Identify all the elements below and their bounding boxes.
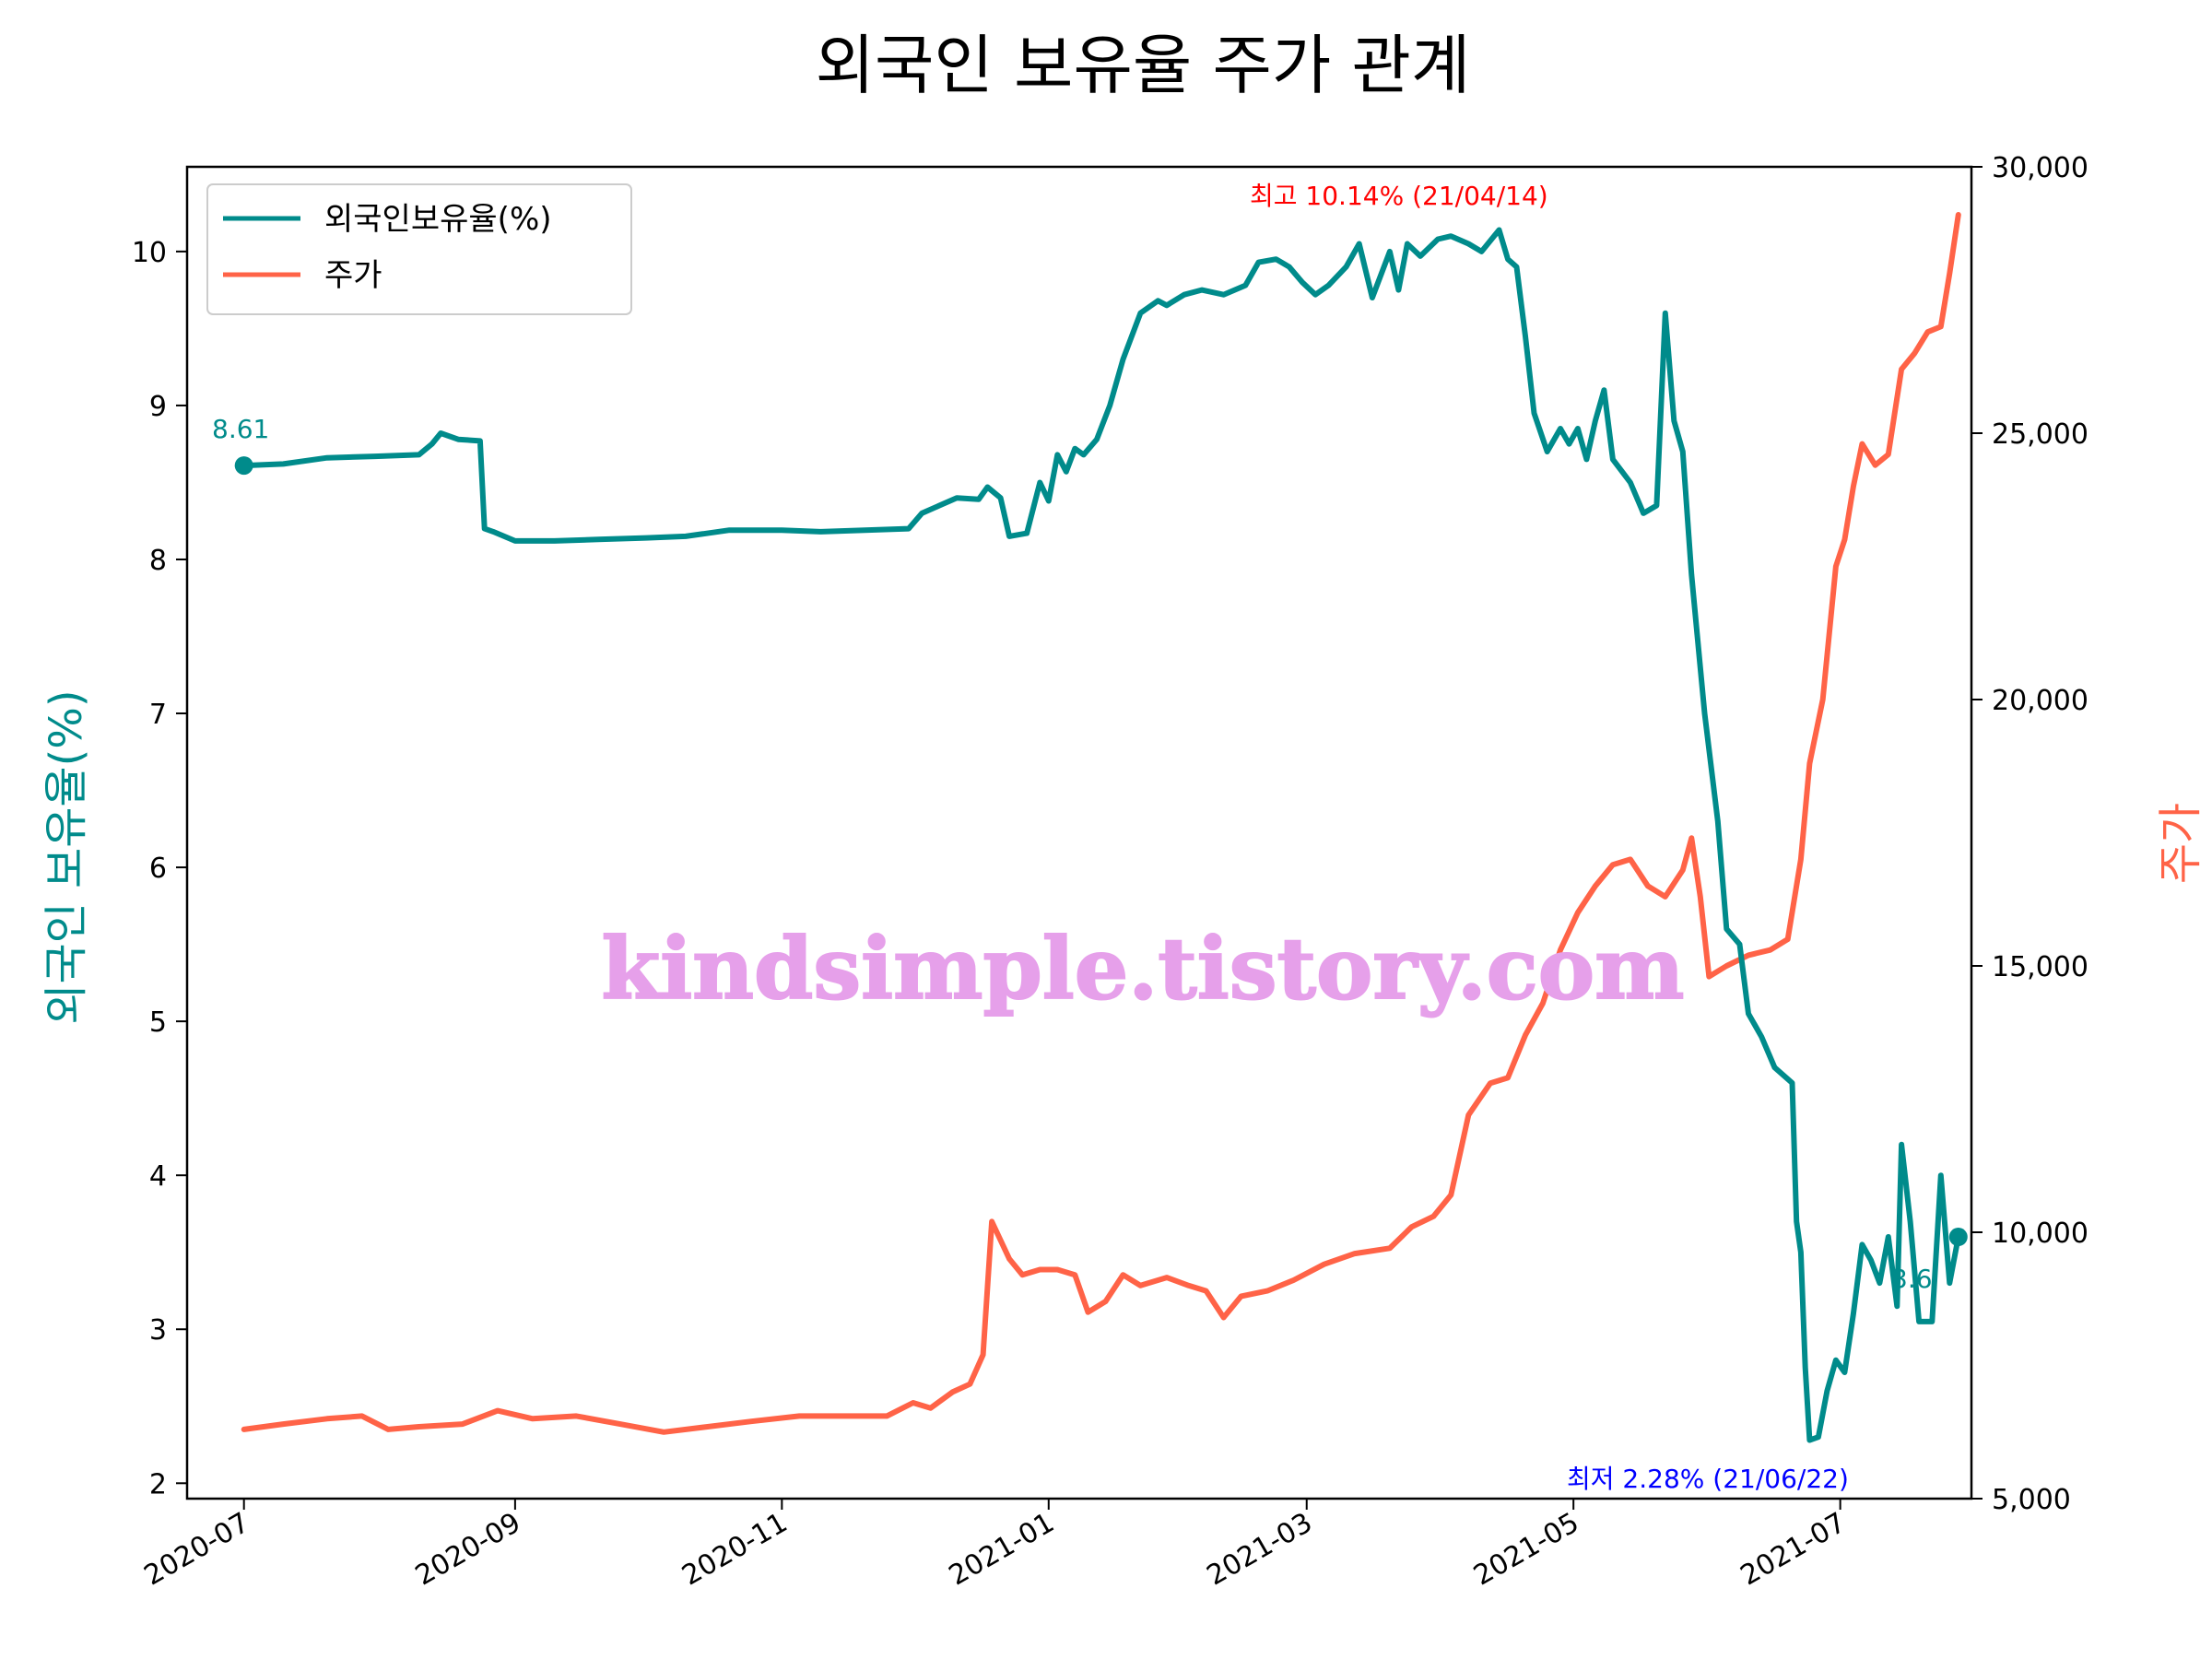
left-tick-label: 4 — [149, 1160, 167, 1193]
left-tick-label: 3 — [149, 1314, 167, 1347]
x-tick-label: 2020-09 — [410, 1507, 526, 1593]
x-tick-label: 2021-01 — [944, 1507, 1060, 1593]
right-tick-label: 10,000 — [1992, 1218, 2088, 1250]
series-layer — [234, 212, 1968, 1443]
x-tick-label: 2021-05 — [1468, 1507, 1584, 1593]
left-tick-label: 9 — [149, 391, 167, 423]
end-point-marker — [1948, 1228, 1968, 1247]
legend-label-ratio: 외국인보유율(%) — [324, 201, 552, 238]
min-annotation: 최저 2.28% (21/06/22) — [1567, 1464, 1849, 1494]
chart-title: 외국인 보유율 주가 관계 — [816, 28, 1471, 103]
left-tick-label: 10 — [132, 237, 167, 269]
price-series-line — [241, 212, 1961, 1435]
x-tick-label: 2021-03 — [1202, 1507, 1318, 1593]
left-tick-label: 6 — [149, 853, 167, 885]
start-point-marker — [234, 456, 253, 476]
left-tick-label: 8 — [149, 545, 167, 577]
left-tick-label: 2 — [149, 1468, 167, 1500]
x-tick-label: 2020-11 — [677, 1507, 793, 1593]
right-axis-ticks: 5,000 10,000 15,000 20,000 25,000 30,000 — [1971, 152, 2088, 1516]
ratio-series-line — [241, 227, 1961, 1443]
x-axis-ticks: 2020-07 2020-09 2020-11 2021-01 2021-03 2021-… — [139, 1499, 1852, 1593]
end-value-label: 3.6 — [1891, 1264, 1933, 1294]
x-tick-label: 2021-07 — [1735, 1507, 1852, 1593]
right-tick-label: 25,000 — [1992, 418, 2088, 451]
legend-box — [206, 183, 632, 315]
left-axis-ticks: 2 3 4 5 6 7 8 9 10 — [132, 237, 187, 1500]
left-tick-label: 7 — [149, 699, 167, 731]
right-axis-label: 주가 — [2155, 803, 2206, 884]
start-value-label: 8.61 — [212, 414, 269, 444]
right-tick-label: 15,000 — [1992, 951, 2088, 983]
legend: 외국인보유율(%) 주가 — [206, 183, 632, 315]
x-tick-label: 2020-07 — [139, 1507, 255, 1593]
watermark-text: kindsimple.tistory.com — [601, 919, 1684, 1018]
max-annotation: 최고 10.14% (21/04/14) — [1250, 181, 1548, 211]
right-tick-label: 30,000 — [1992, 152, 2088, 184]
left-tick-label: 5 — [149, 1006, 167, 1039]
legend-label-price: 주가 — [324, 257, 382, 294]
left-axis-label: 외국인 보유율(%) — [41, 689, 92, 1024]
plot-frame — [185, 165, 1973, 1500]
right-tick-label: 20,000 — [1992, 685, 2088, 717]
right-tick-label: 5,000 — [1992, 1484, 2071, 1516]
